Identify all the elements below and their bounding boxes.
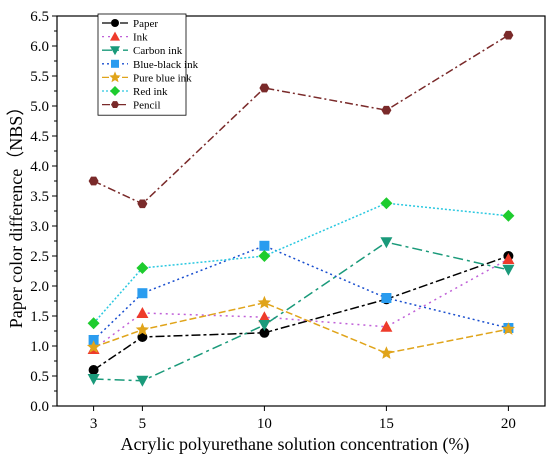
legend-label-carbon-ink: Carbon ink xyxy=(133,45,183,57)
y-axis-title: Paper color difference（NBS） xyxy=(6,98,26,329)
point-paper xyxy=(137,332,148,342)
point-ink xyxy=(380,320,393,332)
point-pure-blue-ink xyxy=(135,322,150,336)
legend-marker-red-ink xyxy=(110,86,120,96)
point-ink xyxy=(258,311,271,323)
y-tick-label: 0.5 xyxy=(30,369,49,385)
point-ink xyxy=(136,307,149,318)
series-markers-group xyxy=(86,30,516,387)
point-blue-black-ink xyxy=(259,240,270,251)
legend-label-ink: Ink xyxy=(133,32,148,44)
series-line-paper xyxy=(93,255,509,371)
series-line-pure-blue-ink xyxy=(93,302,509,354)
point-red-ink xyxy=(87,317,100,330)
point-pencil xyxy=(259,83,270,93)
x-tick-label: 3 xyxy=(90,416,98,432)
point-pencil xyxy=(503,30,514,40)
y-tick-label: 5.0 xyxy=(30,99,49,115)
point-paper xyxy=(88,365,99,375)
y-tick-label: 6.5 xyxy=(30,9,49,25)
point-ink xyxy=(502,253,515,264)
series-line-blue-black-ink xyxy=(93,244,509,341)
point-pencil xyxy=(88,176,99,186)
legend-label-blue-black-ink: Blue-black ink xyxy=(133,59,199,71)
series-line-ink xyxy=(93,258,509,350)
legend-marker-blue-black-ink xyxy=(111,59,119,68)
x-tick-label: 20 xyxy=(501,416,516,432)
series-line-red-ink xyxy=(93,202,509,324)
point-carbon-ink xyxy=(502,264,515,276)
point-red-ink xyxy=(380,197,393,210)
y-tick-label: 0.0 xyxy=(30,399,49,415)
y-tick-label: 1.5 xyxy=(30,309,49,325)
legend-marker-ink xyxy=(110,31,120,41)
legend-marker-pencil xyxy=(111,101,119,109)
y-tick-label: 3.0 xyxy=(30,219,49,235)
x-tick-label: 5 xyxy=(139,416,147,432)
point-carbon-ink xyxy=(380,237,393,249)
legend-marker-pure-blue-ink xyxy=(109,71,121,83)
legend-label-red-ink: Red ink xyxy=(133,86,168,98)
point-carbon-ink xyxy=(258,320,271,331)
point-pencil xyxy=(137,199,148,209)
point-pure-blue-ink xyxy=(379,346,394,359)
point-blue-black-ink xyxy=(381,293,392,303)
point-blue-black-ink xyxy=(137,288,148,299)
legend-label-paper: Paper xyxy=(133,18,158,30)
y-tick-label: 5.5 xyxy=(30,69,49,85)
point-pure-blue-ink xyxy=(501,322,516,335)
point-red-ink xyxy=(502,209,515,222)
point-carbon-ink xyxy=(136,375,149,387)
x-tick-label: 10 xyxy=(257,416,272,432)
y-tick-label: 6.0 xyxy=(30,39,49,55)
y-tick-label: 2.0 xyxy=(30,279,49,295)
point-pure-blue-ink xyxy=(257,295,272,309)
point-red-ink xyxy=(258,250,271,262)
tick-labels-group: 0.0 0.5 1.0 1.5 2.0 2.5 3.0 3.5 4.0 4.5 5.0 5.5 6.0 6… xyxy=(30,9,516,432)
legend-marker-paper xyxy=(111,19,119,27)
y-tick-label: 1.0 xyxy=(30,339,49,355)
series-line-carbon-ink xyxy=(93,241,509,382)
x-tick-label: 15 xyxy=(379,416,394,432)
legend-label-pencil: Pencil xyxy=(133,100,161,112)
y-tick-label: 4.0 xyxy=(30,159,49,175)
point-pure-blue-ink xyxy=(86,340,101,353)
point-pencil xyxy=(381,105,392,115)
y-tick-label: 3.5 xyxy=(30,189,49,205)
x-axis-title: Acrylic polyurethane solution concentrat… xyxy=(121,434,470,455)
legend-label-pure-blue-ink: Pure blue ink xyxy=(133,72,192,84)
y-tick-label: 2.5 xyxy=(30,249,49,265)
legend-marker-carbon-ink xyxy=(110,46,120,56)
point-paper xyxy=(259,327,270,338)
point-blue-black-ink xyxy=(88,335,99,345)
series-line-pencil xyxy=(93,34,509,205)
point-red-ink xyxy=(136,262,149,274)
y-tick-label: 4.5 xyxy=(30,129,49,145)
point-carbon-ink xyxy=(87,374,100,385)
